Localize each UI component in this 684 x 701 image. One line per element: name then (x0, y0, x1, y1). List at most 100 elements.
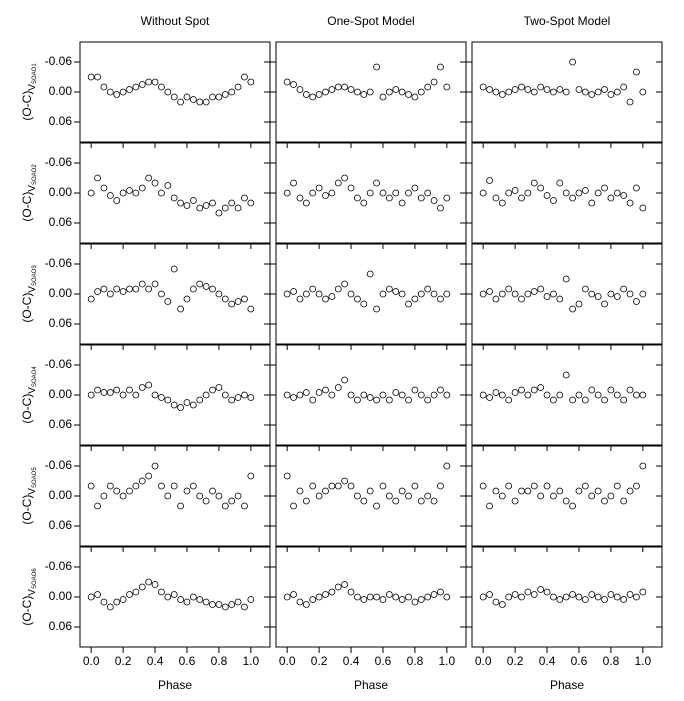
data-point (221, 391, 229, 399)
data-point (87, 593, 95, 601)
data-point (594, 88, 602, 96)
data-point (113, 487, 121, 495)
data-point (189, 197, 197, 204)
data-point (302, 389, 310, 396)
data-point (411, 184, 419, 192)
y-tick-label: 0.06 (49, 114, 73, 128)
data-point (626, 290, 634, 298)
data-point (158, 83, 165, 91)
x-tick-label: 0.6 (375, 654, 392, 668)
data-point (518, 295, 525, 303)
data-point (620, 83, 628, 91)
data-point (158, 394, 165, 401)
data-point (588, 492, 596, 500)
data-point (581, 285, 589, 293)
data-point (430, 391, 438, 399)
data-point (354, 593, 361, 601)
data-point (302, 290, 310, 298)
data-point (138, 280, 146, 288)
data-point (607, 386, 615, 394)
data-point (309, 596, 317, 603)
data-point (151, 179, 159, 187)
y-axis-label: (O-C)VSOAO4 (20, 366, 37, 424)
data-point (247, 472, 255, 480)
data-point (366, 487, 374, 495)
data-point (209, 199, 216, 207)
data-point (511, 290, 519, 298)
data-point (247, 305, 255, 313)
data-point (170, 591, 178, 598)
data-point (424, 593, 432, 601)
data-point (247, 394, 255, 401)
data-point (417, 290, 425, 298)
data-point (588, 386, 596, 394)
data-point (215, 384, 223, 391)
data-point (581, 482, 589, 490)
data-point (151, 462, 159, 470)
data-point (379, 482, 387, 490)
data-point (322, 386, 329, 394)
data-point (354, 492, 361, 500)
data-point (228, 497, 236, 505)
data-point (505, 482, 513, 490)
data-point (119, 596, 127, 603)
data-point (202, 202, 210, 209)
data-point (347, 290, 355, 298)
data-point (247, 596, 255, 603)
y-label-main: (O-C) (20, 394, 34, 424)
data-point (626, 98, 634, 106)
data-point (228, 199, 236, 207)
data-point (398, 199, 406, 207)
data-point (132, 83, 140, 91)
data-point (196, 492, 204, 500)
data-point (87, 391, 95, 399)
data-point (633, 298, 640, 305)
y-tick-label: 0.00 (49, 387, 73, 401)
data-point (505, 593, 513, 601)
data-point (556, 295, 564, 303)
data-point (424, 285, 432, 293)
data-point (594, 189, 602, 197)
column-title: Without Spot (141, 14, 210, 28)
data-point (315, 492, 323, 500)
data-point (241, 603, 248, 611)
data-point (486, 86, 493, 93)
data-point (613, 88, 621, 96)
data-point (511, 591, 519, 598)
data-point (581, 596, 589, 603)
data-point (196, 396, 204, 404)
data-point (196, 596, 204, 603)
data-point (562, 371, 570, 379)
data-point (145, 472, 153, 480)
data-point (392, 593, 400, 601)
data-point (196, 98, 204, 106)
data-point (234, 598, 242, 606)
data-point (296, 598, 304, 606)
data-point (486, 591, 493, 598)
data-point (588, 199, 596, 207)
data-point (296, 391, 304, 399)
data-point (575, 593, 583, 601)
x-tick-label: 0.2 (115, 654, 132, 668)
data-point (366, 394, 374, 401)
data-point (106, 603, 114, 611)
y-tick-label: -0.06 (45, 559, 73, 573)
data-point (177, 596, 184, 603)
data-point (385, 88, 393, 96)
data-point (87, 482, 95, 490)
data-point (113, 285, 121, 293)
data-point (94, 288, 101, 295)
data-point (411, 598, 419, 606)
x-tick-label: 0.0 (83, 654, 100, 668)
panel-frame (79, 445, 271, 547)
panel-frame (275, 142, 467, 244)
y-label-sub: V (27, 589, 38, 596)
data-point (302, 91, 310, 98)
y-tick-label: -0.06 (45, 256, 73, 270)
data-point (360, 300, 368, 308)
x-tick-label: 0.2 (507, 654, 524, 668)
data-point (328, 189, 336, 197)
data-point (601, 497, 608, 505)
data-point (296, 86, 304, 93)
